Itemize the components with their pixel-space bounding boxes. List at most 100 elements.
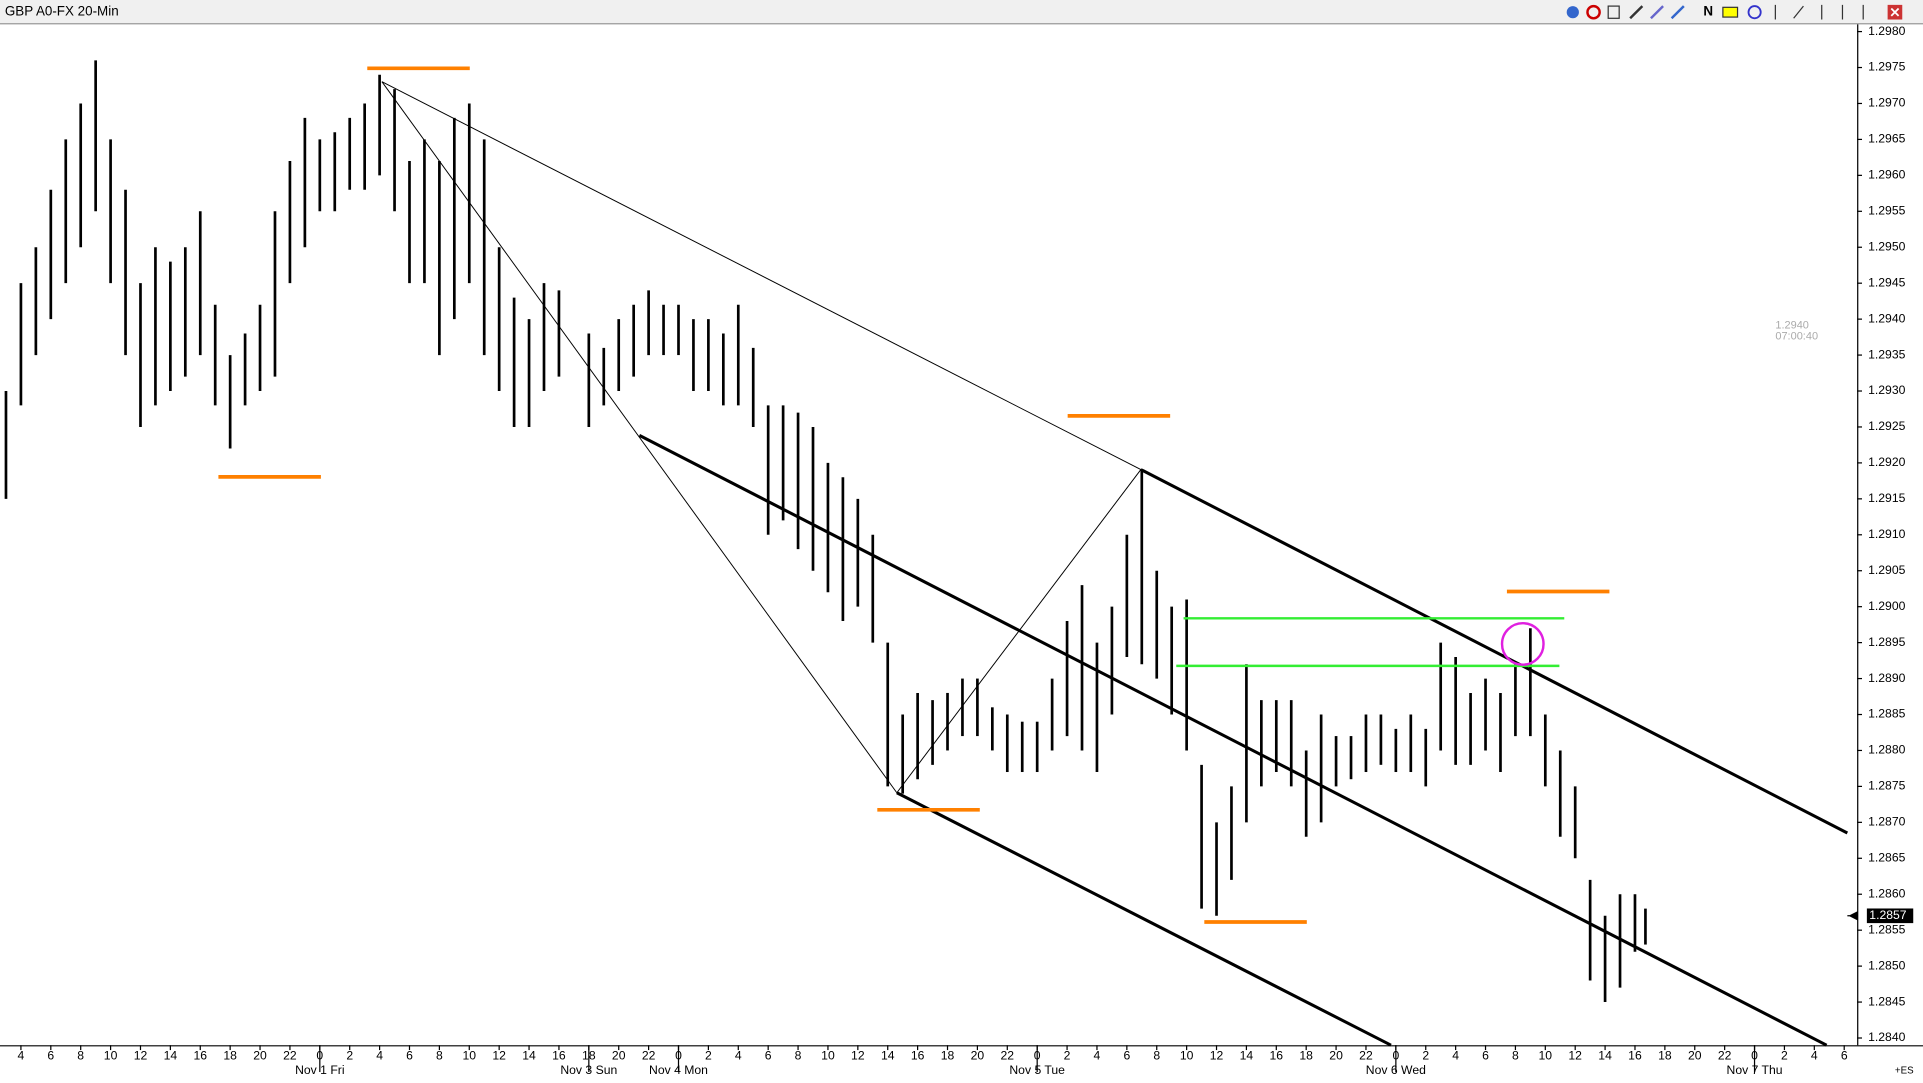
x-tick-label: 6 [406,1048,413,1062]
x-tick-label: 18 [941,1048,955,1062]
x-tick-label: 16 [193,1048,207,1062]
y-tick-label: 1.2910 [1868,527,1906,541]
x-tick-label: 2 [346,1048,353,1062]
y-tick-label: 1.2875 [1868,779,1906,793]
x-tick-label: 10 [821,1048,835,1062]
window-title: GBP A0-FX 20-Min [5,4,119,19]
x-tick-label: 2 [1064,1048,1071,1062]
tool-icon[interactable] [1629,5,1644,20]
y-tick-label: 1.2965 [1868,132,1906,146]
x-date-label: Nov 4 Mon [649,1063,708,1077]
y-tick-label: 1.2915 [1868,491,1906,505]
y-tick-label: 1.2865 [1868,851,1906,865]
tool-icon[interactable] [1747,5,1762,20]
y-tick-label: 1.2870 [1868,815,1906,829]
y-tick-label: 1.2980 [1868,24,1906,38]
x-date-label: Nov 6 Wed [1366,1063,1426,1077]
x-tick-label: 10 [104,1048,118,1062]
last-price-arrow [1847,911,1858,921]
y-tick-label: 1.2925 [1868,419,1906,433]
x-date-label: Nov 5 Tue [1009,1063,1065,1077]
x-tick-label: 18 [223,1048,237,1062]
x-tick-label: 22 [1718,1048,1732,1062]
x-tick-label: 6 [1482,1048,1489,1062]
y-tick-label: 1.2880 [1868,743,1906,757]
x-tick-label: 4 [735,1048,742,1062]
channel-line [1140,468,1849,835]
x-tick-label: 20 [1329,1048,1343,1062]
y-tick-label: 1.2975 [1868,60,1906,74]
y-tick-label: 1.2905 [1868,563,1906,577]
x-tick-label: 2 [705,1048,712,1062]
trend-line [381,81,1142,470]
x-tick-label: 12 [1568,1048,1582,1062]
y-tick-label: 1.2885 [1868,707,1906,721]
cursor-price: 1.2940 [1775,320,1809,332]
title-bar [0,0,1923,24]
y-tick-label: 1.2970 [1868,96,1906,110]
highlight-circle [1500,621,1545,666]
x-tick-label: 16 [1628,1048,1642,1062]
x-tick-label: 10 [462,1048,476,1062]
y-tick-label: 1.2855 [1868,922,1906,936]
trend-line [381,81,898,794]
channel-line [638,434,1828,1047]
x-tick-label: 2 [1422,1048,1429,1062]
y-tick-label: 1.2950 [1868,239,1906,253]
x-tick-label: 8 [795,1048,802,1062]
y-tick-label: 1.2850 [1868,958,1906,972]
x-tick-label: 4 [1094,1048,1101,1062]
x-tick-label: 14 [1598,1048,1612,1062]
tool-icon[interactable] [1586,4,1601,20]
x-date-label: Nov 7 Thu [1727,1063,1783,1077]
x-tick-label: 20 [971,1048,985,1062]
y-tick-label: 1.2945 [1868,275,1906,289]
tool-icon[interactable] [1670,5,1685,20]
corner-label: +ES [1895,1065,1914,1076]
x-tick-label: 10 [1180,1048,1194,1062]
y-tick-label: 1.2890 [1868,671,1906,685]
x-tick-label: 22 [642,1048,656,1062]
y-tick-label: 1.2955 [1868,204,1906,218]
x-tick-label: 20 [612,1048,626,1062]
tool-icon[interactable]: N [1703,4,1713,19]
y-tick-label: 1.2960 [1868,168,1906,182]
x-tick-label: 6 [1123,1048,1130,1062]
x-tick-label: 4 [376,1048,383,1062]
y-tick-label: 1.2935 [1868,347,1906,361]
y-tick-label: 1.2900 [1868,599,1906,613]
x-tick-label: 16 [552,1048,566,1062]
tool-icon[interactable] [1607,5,1620,19]
y-tick-label: 1.2860 [1868,886,1906,900]
x-tick-label: 14 [164,1048,178,1062]
x-tick-label: 8 [1153,1048,1160,1062]
y-tick-label: 1.2920 [1868,455,1906,469]
y-tick-label: 1.2930 [1868,383,1906,397]
tool-icon[interactable] [1650,5,1664,20]
x-tick-label: 14 [522,1048,536,1062]
x-tick-label: 16 [1270,1048,1284,1062]
x-tick-label: 8 [1512,1048,1519,1062]
x-tick-label: 14 [1240,1048,1254,1062]
channel-line [896,791,1392,1047]
x-tick-label: 6 [1841,1048,1848,1062]
y-tick-label: 1.2895 [1868,635,1906,649]
x-tick-label: 6 [765,1048,772,1062]
x-tick-label: 14 [881,1048,895,1062]
x-date-label: Nov 1 Fri [295,1063,344,1077]
x-tick-label: 4 [1811,1048,1818,1062]
x-tick-label: 12 [1210,1048,1224,1062]
cursor-time: 07:00:40 [1775,331,1818,343]
x-tick-label: 20 [253,1048,267,1062]
x-tick-label: 22 [1001,1048,1015,1062]
x-tick-label: 16 [911,1048,925,1062]
x-tick-label: 8 [77,1048,84,1062]
last-price-box [1866,908,1914,924]
tool-icon[interactable] [1566,6,1579,19]
x-tick-label: 12 [134,1048,148,1062]
tool-icon[interactable] [1793,5,1804,19]
tool-icon[interactable] [1722,6,1739,18]
last-price-label: 1.2857 [1869,908,1907,922]
y-tick-label: 1.2845 [1868,994,1906,1008]
toolbar: N [1566,4,1903,20]
